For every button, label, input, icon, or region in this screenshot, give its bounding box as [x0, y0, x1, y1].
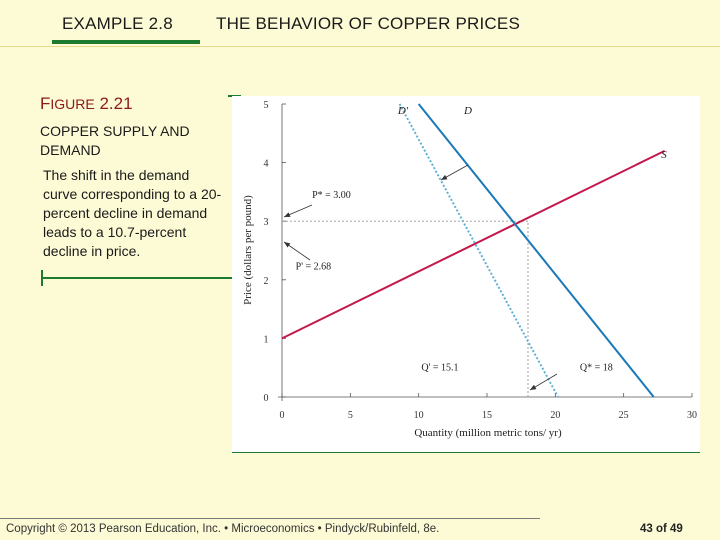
figure-label-number: 2.21: [99, 94, 133, 113]
arrow-head: [441, 174, 448, 180]
x-tick-label: 30: [687, 410, 697, 421]
x-tick-label: 0: [280, 410, 285, 421]
page-number: 43 of 49: [640, 523, 683, 535]
arrow-head: [530, 384, 537, 390]
chart-axes: 0 1 2 3 4 5 0 5 10 15 20 25 30: [264, 100, 698, 421]
series-line-2: [398, 103, 559, 398]
series-label: D: [463, 105, 472, 117]
x-tick-label: 5: [348, 410, 353, 421]
annotation-label: Q* = 18: [580, 363, 613, 374]
y-tick-label: 5: [264, 100, 269, 111]
slide-title: THE BEHAVIOR OF COPPER PRICES: [216, 14, 520, 33]
annotation-layer: P* = 3.00 P' = 2.68 Q' = 15.1 Q* = 18: [283, 164, 613, 391]
example-underline: [52, 40, 200, 44]
annotation-label: P' = 2.68: [296, 261, 332, 272]
x-axis-label: Quantity (million metric tons/ yr): [414, 427, 562, 439]
y-tick-label: 1: [264, 334, 269, 345]
x-tick-label: 10: [414, 410, 424, 421]
arrow-head: [284, 212, 291, 217]
example-label: EXAMPLE 2.8: [62, 14, 173, 33]
series-label: D': [397, 105, 409, 117]
header-divider: [0, 46, 720, 47]
x-tick-label: 25: [619, 410, 629, 421]
annotation-label: Q' = 15.1: [421, 363, 458, 374]
series-line-1: [417, 103, 655, 398]
x-tick-label: 20: [550, 410, 560, 421]
y-tick-label: 2: [264, 276, 269, 287]
footer-divider: [0, 518, 540, 519]
series-line-0: [281, 149, 666, 340]
annotation-label: P* = 3.00: [312, 190, 351, 201]
series-layer: S D D': [281, 103, 667, 398]
axis-labels: Quantity (million metric tons/ yr) Price…: [242, 195, 562, 439]
figure-label-word: IGURE: [50, 96, 95, 112]
x-tick-label: 15: [482, 410, 492, 421]
series-label: S: [661, 149, 667, 161]
chart-panel: [232, 96, 700, 452]
y-tick-label: 0: [264, 393, 269, 404]
figure-title: COPPER SUPPLY AND DEMAND: [40, 123, 190, 158]
figure-label: FIGURE 2.21: [40, 94, 133, 114]
figure-label-prefix: F: [40, 94, 51, 113]
figure-description: The shift in the demand curve correspond…: [43, 167, 222, 259]
reference-lines: [282, 220, 529, 397]
footer-copyright: Copyright © 2013 Pearson Education, Inc.…: [6, 523, 440, 535]
arrow-head: [284, 242, 291, 248]
y-tick-label: 3: [264, 217, 269, 228]
y-tick-label: 4: [264, 159, 269, 170]
y-axis-label: Price (dollars per pound): [242, 195, 254, 305]
